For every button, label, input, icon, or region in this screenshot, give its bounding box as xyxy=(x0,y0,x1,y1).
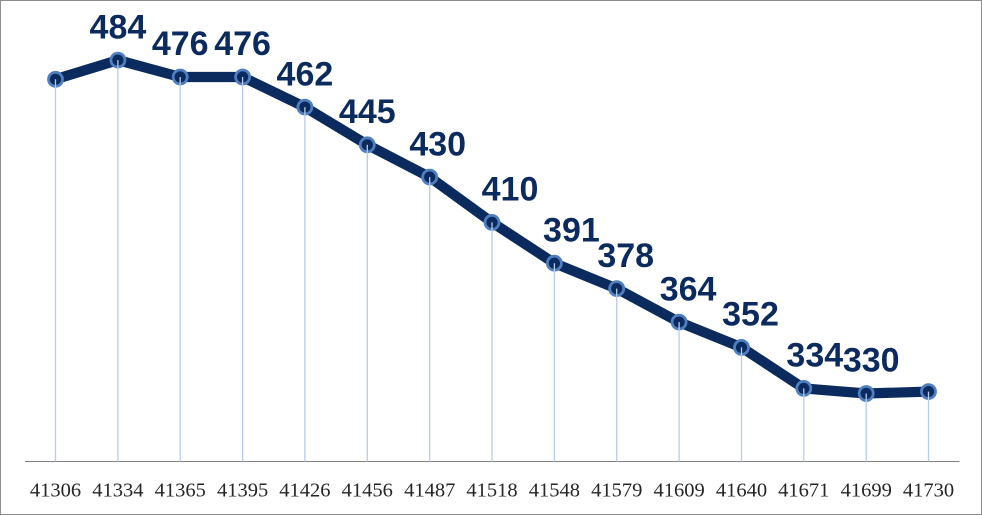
svg-text:430: 430 xyxy=(409,125,466,163)
svg-text:41518: 41518 xyxy=(466,480,517,502)
svg-text:330: 330 xyxy=(843,342,900,380)
svg-text:391: 391 xyxy=(543,211,600,249)
svg-text:41671: 41671 xyxy=(778,480,829,502)
svg-text:41730: 41730 xyxy=(903,480,954,502)
svg-text:462: 462 xyxy=(277,55,334,93)
svg-text:41334: 41334 xyxy=(92,480,143,502)
svg-text:445: 445 xyxy=(339,93,396,131)
svg-text:378: 378 xyxy=(597,237,654,275)
svg-text:352: 352 xyxy=(722,296,779,334)
svg-text:41699: 41699 xyxy=(841,480,892,502)
svg-text:410: 410 xyxy=(482,171,539,209)
svg-text:41426: 41426 xyxy=(279,480,330,502)
svg-text:476: 476 xyxy=(214,25,271,63)
svg-text:334: 334 xyxy=(786,337,843,375)
svg-text:41640: 41640 xyxy=(716,480,767,502)
svg-text:41306: 41306 xyxy=(30,480,81,502)
svg-text:484: 484 xyxy=(90,8,147,46)
svg-text:41395: 41395 xyxy=(217,480,268,502)
svg-text:41487: 41487 xyxy=(404,480,455,502)
svg-text:364: 364 xyxy=(660,270,717,308)
svg-text:476: 476 xyxy=(152,25,209,63)
svg-text:41456: 41456 xyxy=(342,480,393,502)
svg-text:41579: 41579 xyxy=(591,480,642,502)
svg-text:41609: 41609 xyxy=(653,480,704,502)
svg-text:41365: 41365 xyxy=(155,480,206,502)
svg-text:41548: 41548 xyxy=(529,480,580,502)
